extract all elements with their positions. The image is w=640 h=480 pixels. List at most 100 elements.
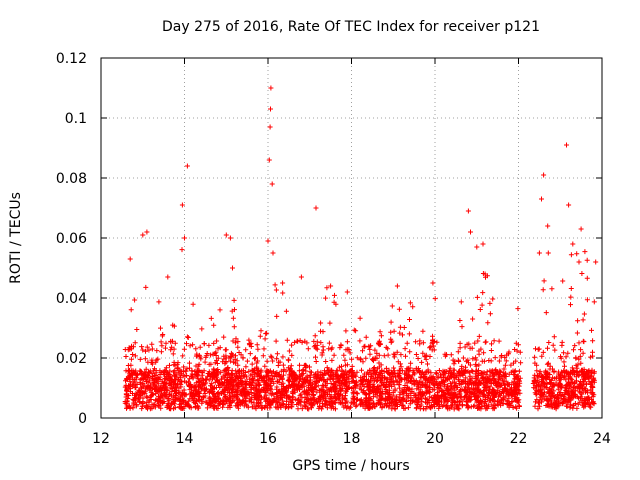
data-point	[208, 352, 214, 358]
data-point	[469, 375, 475, 381]
data-point	[133, 395, 139, 401]
data-point	[433, 380, 439, 386]
data-point	[231, 324, 237, 330]
data-point	[274, 391, 280, 397]
data-point	[518, 360, 524, 366]
data-point	[288, 383, 293, 389]
data-point	[391, 354, 397, 360]
data-point	[214, 369, 220, 375]
spike-point	[328, 283, 334, 289]
data-point	[128, 368, 134, 374]
data-point	[483, 339, 489, 345]
data-point	[401, 406, 407, 411]
data-point	[551, 393, 557, 399]
data-point	[327, 386, 333, 392]
data-point	[267, 368, 273, 374]
data-point	[448, 386, 454, 392]
data-point	[382, 390, 388, 396]
data-point	[185, 379, 191, 385]
data-point	[182, 373, 188, 379]
data-point	[379, 405, 385, 411]
data-point	[280, 380, 286, 386]
spike-point	[269, 181, 275, 187]
data-point	[376, 400, 382, 406]
data-point	[488, 348, 494, 353]
data-point	[128, 356, 134, 362]
data-point	[123, 394, 129, 400]
data-point	[235, 405, 241, 411]
data-point	[470, 356, 476, 362]
data-point	[505, 382, 511, 387]
data-point	[132, 353, 138, 359]
data-point	[293, 396, 299, 402]
spike-point	[267, 124, 273, 130]
data-point	[241, 398, 247, 403]
data-point	[487, 368, 493, 374]
data-point	[533, 399, 538, 405]
data-point	[515, 306, 521, 312]
data-point	[444, 385, 450, 391]
data-point	[550, 342, 556, 348]
data-point	[128, 307, 134, 313]
data-point	[149, 346, 155, 352]
data-point	[344, 405, 350, 411]
data-point	[410, 304, 416, 310]
data-point	[483, 406, 489, 412]
data-point	[548, 378, 554, 384]
data-point	[213, 377, 219, 383]
data-point	[580, 338, 586, 344]
data-point	[190, 373, 195, 379]
data-point	[489, 341, 494, 347]
data-point	[357, 338, 363, 344]
data-point	[502, 362, 508, 368]
data-point	[534, 362, 540, 368]
data-point	[536, 381, 542, 387]
data-point	[390, 392, 396, 398]
data-point	[360, 403, 366, 409]
data-point	[195, 405, 201, 411]
data-point	[299, 383, 304, 389]
spike-point	[298, 274, 304, 280]
data-point	[155, 381, 161, 387]
data-point	[481, 392, 487, 398]
data-point	[258, 328, 264, 334]
data-point	[579, 367, 585, 373]
data-point	[345, 384, 351, 390]
data-point	[558, 383, 564, 389]
data-point	[400, 391, 406, 397]
data-point	[223, 372, 229, 378]
data-point	[540, 287, 546, 293]
data-point	[427, 354, 433, 359]
data-point	[391, 328, 397, 334]
data-point	[308, 402, 314, 408]
data-point	[158, 405, 164, 411]
data-point	[448, 352, 454, 358]
data-point	[142, 369, 148, 375]
data-point	[263, 331, 269, 337]
data-point	[533, 391, 539, 397]
data-point	[465, 369, 471, 375]
data-point	[177, 367, 183, 373]
data-point	[427, 405, 433, 411]
data-point	[158, 339, 164, 345]
data-point	[235, 397, 241, 403]
data-point	[517, 375, 523, 381]
data-point	[588, 404, 594, 410]
data-point	[405, 368, 411, 374]
data-point	[129, 343, 134, 349]
data-point	[457, 394, 463, 400]
data-point	[479, 358, 485, 364]
data-point	[258, 369, 264, 375]
data-point	[278, 368, 284, 374]
data-point	[436, 398, 442, 404]
data-point	[367, 346, 373, 352]
data-point	[181, 346, 187, 352]
data-point	[551, 334, 557, 340]
data-point	[446, 376, 452, 382]
data-point	[346, 369, 352, 375]
data-point	[358, 387, 364, 393]
data-point	[342, 357, 348, 363]
data-point	[452, 387, 458, 393]
data-point	[174, 387, 180, 393]
data-point	[166, 391, 172, 397]
